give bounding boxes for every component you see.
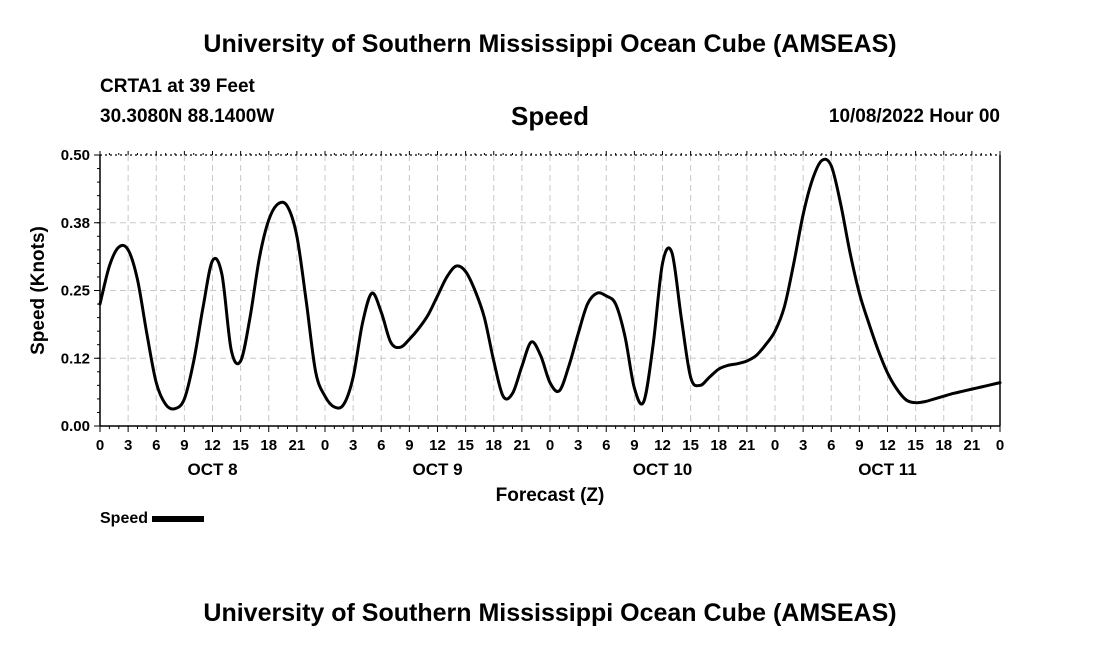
- x-tick-label: 6: [827, 437, 835, 454]
- x-tick-label: 15: [682, 437, 699, 454]
- day-label: OCT 8: [187, 460, 237, 479]
- x-tick-label: 0: [96, 437, 104, 454]
- x-tick-label: 21: [964, 437, 981, 454]
- report-title: University of Southern Mississippi Ocean…: [203, 30, 897, 58]
- x-tick-label: 6: [602, 437, 610, 454]
- day-label: OCT 10: [633, 460, 693, 479]
- series-line-speed: [98, 157, 1002, 411]
- x-tick-label: 18: [935, 437, 952, 454]
- x-tick-label: 0: [771, 437, 779, 454]
- chart-title: Speed: [510, 101, 590, 131]
- x-tick-label: 18: [710, 437, 727, 454]
- footer-title: University of Southern Mississippi Ocean…: [203, 599, 897, 627]
- x-tick-label: 21: [514, 437, 531, 454]
- day-label: OCT 9: [412, 460, 462, 479]
- x-tick-label: 12: [879, 437, 896, 454]
- axes: [94, 151, 1001, 432]
- legend-swatch: [152, 516, 205, 522]
- legend: Speed: [100, 510, 205, 528]
- y-tick-label: 0.25: [61, 283, 90, 300]
- x-tick-label: 9: [405, 437, 413, 454]
- x-tick-label: 15: [907, 437, 924, 454]
- x-tick-label: 0: [546, 437, 554, 454]
- x-tick-label: 21: [289, 437, 306, 454]
- x-tick-label: 12: [654, 437, 671, 454]
- x-tick-label: 9: [855, 437, 863, 454]
- series-layer: [98, 157, 1002, 411]
- x-tick-label: 6: [377, 437, 385, 454]
- x-tick-label: 18: [260, 437, 277, 454]
- x-axis-title: Forecast (Z): [496, 485, 605, 506]
- x-tick-label: 3: [799, 437, 807, 454]
- x-tick-label: 0: [996, 437, 1004, 454]
- x-tick-label: 3: [124, 437, 132, 454]
- legend-label: Speed: [100, 510, 149, 527]
- x-tick-label: 15: [457, 437, 474, 454]
- run-date-label: 10/08/2022 Hour 00: [828, 106, 1000, 127]
- x-tick-label: 3: [574, 437, 582, 454]
- axis-labels: 0 3 6 9 12 15 18 21 0 3 6 9 12 15 18 21 0 3 6 9 12 15 18 21 0 3 6 9…: [28, 147, 1004, 506]
- day-label: OCT 11: [858, 460, 917, 479]
- x-tick-label: 3: [349, 437, 357, 454]
- x-tick-label: 6: [152, 437, 160, 454]
- x-tick-label: 12: [204, 437, 221, 454]
- x-tick-label: 15: [232, 437, 249, 454]
- x-tick-label: 9: [630, 437, 638, 454]
- grid-lines: [100, 155, 1000, 426]
- station-label: CRTA1 at 39 Feet: [100, 76, 255, 97]
- x-tick-label: 12: [429, 437, 446, 454]
- y-tick-label: 0.50: [61, 147, 90, 164]
- y-axis-title: Speed (Knots): [28, 226, 49, 355]
- x-tick-label: 18: [485, 437, 502, 454]
- x-tick-label: 0: [321, 437, 329, 454]
- y-tick-label: 0.12: [61, 350, 90, 367]
- y-tick-label: 0.00: [61, 418, 90, 435]
- coordinates-label: 30.3080N 88.1400W: [100, 106, 275, 127]
- x-tick-label: 21: [739, 437, 756, 454]
- x-tick-label: 9: [180, 437, 188, 454]
- y-tick-label: 0.38: [61, 215, 90, 232]
